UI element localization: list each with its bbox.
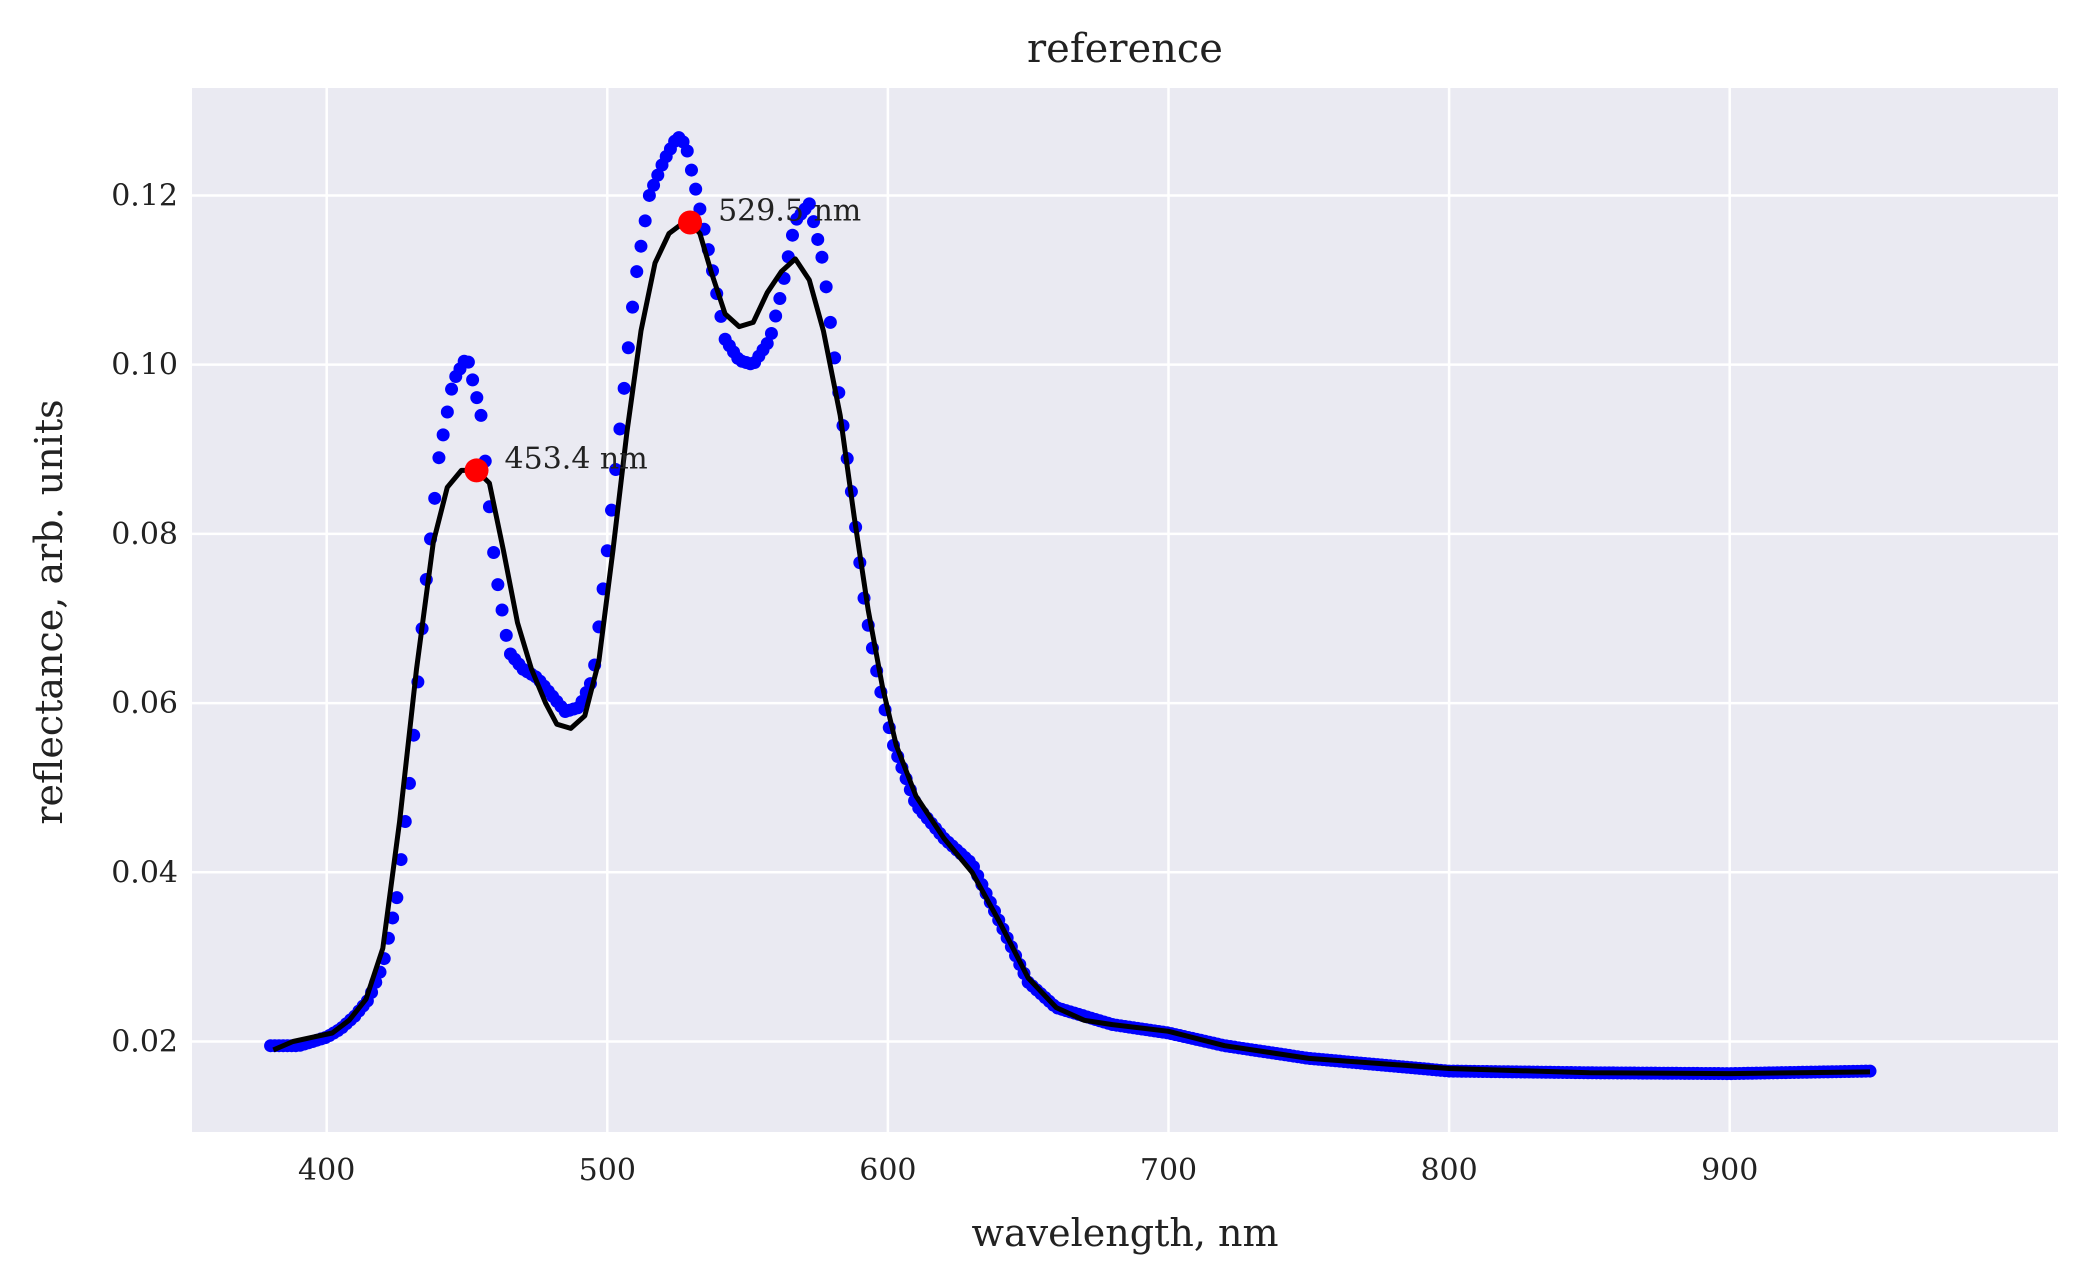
plot-area xyxy=(192,88,2058,1132)
data-point xyxy=(470,391,484,405)
data-point xyxy=(802,197,816,211)
data-point xyxy=(491,578,505,592)
y-tick-label: 0.12 xyxy=(111,178,178,213)
grid xyxy=(192,88,2058,1132)
y-tick-label: 0.04 xyxy=(111,855,178,890)
x-axis-label: wavelength, nm xyxy=(972,1211,1279,1255)
x-tick-label: 700 xyxy=(1140,1153,1197,1188)
y-axis-label: reflectance, arb. units xyxy=(27,399,71,824)
data-point xyxy=(394,853,408,867)
data-point xyxy=(819,280,833,294)
chart-title: reference xyxy=(1027,26,1223,72)
data-point xyxy=(474,408,488,422)
data-point xyxy=(642,188,656,202)
data-point xyxy=(499,628,513,642)
data-point xyxy=(609,463,623,477)
data-point xyxy=(769,309,783,323)
y-tick-label: 0.08 xyxy=(111,517,178,552)
x-tick-label: 500 xyxy=(579,1153,636,1188)
data-point xyxy=(815,250,829,264)
data-point xyxy=(604,503,618,517)
data-point xyxy=(647,178,661,192)
x-tick-label: 600 xyxy=(859,1153,916,1188)
y-tick-label: 0.10 xyxy=(111,348,178,383)
peak-markers: 453.4 nm 529.5 nm xyxy=(464,194,861,483)
x-tick-label: 800 xyxy=(1420,1153,1477,1188)
data-point xyxy=(823,315,837,329)
data-point xyxy=(760,337,774,351)
data-point xyxy=(461,355,475,369)
peak-marker xyxy=(464,458,489,483)
data-point xyxy=(495,603,509,617)
data-point xyxy=(466,373,480,387)
data-point xyxy=(807,215,821,229)
data-point xyxy=(626,300,640,314)
data-point xyxy=(764,326,778,340)
peak-label: 453.4 nm xyxy=(505,441,648,476)
peak-marker xyxy=(678,210,703,235)
data-point xyxy=(613,422,627,436)
fit-line xyxy=(272,220,1871,1077)
data-point xyxy=(773,292,787,306)
data-point xyxy=(630,265,644,279)
x-tick-label: 900 xyxy=(1701,1153,1758,1188)
data-point xyxy=(811,232,825,246)
data-point xyxy=(684,163,698,177)
data-point xyxy=(428,491,442,505)
data-point xyxy=(621,341,635,355)
data-point xyxy=(785,228,799,242)
data-point xyxy=(432,451,446,465)
peak-label: 529.5 nm xyxy=(718,194,861,229)
data-point xyxy=(487,545,501,559)
x-tick-label: 400 xyxy=(298,1153,355,1188)
data-point xyxy=(436,428,450,442)
data-point xyxy=(445,382,459,396)
data-point xyxy=(689,182,703,196)
data-point xyxy=(440,405,454,419)
data-point xyxy=(693,202,707,216)
data-point xyxy=(638,214,652,228)
data-point xyxy=(617,381,631,395)
y-tick-label: 0.06 xyxy=(111,686,178,721)
fit-curve xyxy=(272,220,1871,1077)
data-point xyxy=(680,144,694,158)
tick-labels: 400 500 600 700 800 900 0.02 0.04 0.06 0.08 0.10 0.… xyxy=(111,178,1758,1188)
data-point xyxy=(634,239,648,253)
data-point xyxy=(390,891,404,905)
y-tick-label: 0.02 xyxy=(111,1024,178,1059)
data-point xyxy=(651,168,665,182)
